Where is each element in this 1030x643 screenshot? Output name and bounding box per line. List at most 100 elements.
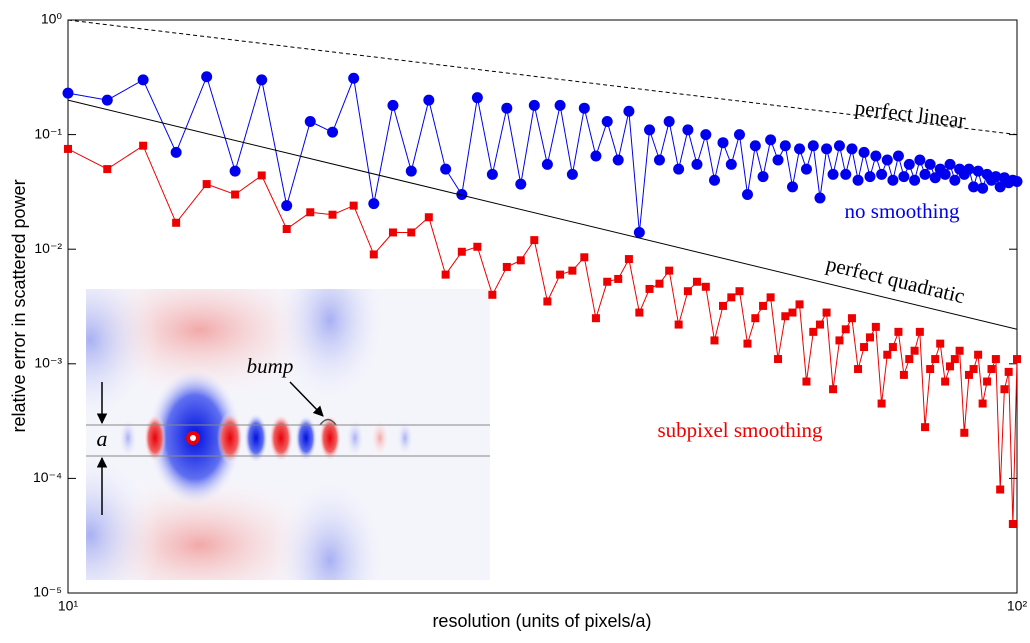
marker [939, 168, 951, 180]
marker [473, 242, 482, 251]
marker [892, 150, 904, 162]
marker [829, 385, 838, 394]
marker [424, 213, 433, 222]
marker [591, 314, 600, 323]
marker [201, 71, 213, 83]
marker [488, 290, 497, 299]
reference-line [67, 19, 1018, 136]
x-tick-label: 10² [1007, 598, 1028, 614]
marker [231, 190, 240, 199]
marker [718, 301, 727, 310]
y-tick-label: 10⁻³ [34, 355, 62, 371]
marker [1004, 367, 1013, 376]
marker [528, 99, 540, 111]
marker [682, 124, 694, 136]
marker [701, 282, 710, 291]
marker [663, 116, 675, 128]
marker [759, 301, 768, 310]
marker [348, 72, 360, 84]
marker [64, 144, 72, 153]
marker [554, 99, 566, 111]
marker [601, 116, 613, 128]
y-tick-label: 10⁻⁵ [33, 584, 62, 600]
marker [457, 247, 466, 256]
series-label: no smoothing [845, 199, 960, 223]
marker [407, 228, 416, 237]
marker [781, 312, 790, 321]
marker [612, 154, 624, 166]
marker [229, 165, 241, 177]
marker [854, 365, 863, 374]
marker [924, 158, 936, 170]
marker [1013, 355, 1021, 364]
marker [774, 355, 783, 364]
marker [960, 428, 969, 437]
marker [725, 158, 737, 170]
marker [62, 87, 74, 99]
marker [486, 168, 498, 180]
marker [898, 171, 910, 183]
marker [864, 171, 876, 183]
marker [692, 277, 701, 286]
marker [987, 365, 996, 374]
marker [915, 327, 924, 336]
marker [683, 287, 692, 296]
marker [766, 293, 775, 302]
marker [779, 140, 791, 152]
marker [727, 293, 736, 302]
marker [635, 308, 644, 317]
marker [710, 336, 719, 345]
marker [926, 365, 935, 374]
marker [821, 143, 833, 155]
marker [802, 377, 811, 386]
marker [883, 350, 892, 359]
marker [871, 322, 880, 331]
marker [741, 189, 753, 201]
marker [139, 141, 148, 150]
marker [944, 158, 956, 170]
marker [833, 140, 845, 152]
marker [994, 181, 1006, 193]
marker [881, 154, 893, 166]
marker [840, 168, 852, 180]
marker [955, 346, 964, 355]
x-axis-label: resolution (units of pixels/a) [432, 611, 651, 631]
marker [624, 255, 633, 264]
marker [633, 226, 645, 238]
a-label: a [97, 426, 108, 451]
marker [809, 327, 818, 336]
marker [1011, 175, 1023, 187]
marker [807, 140, 819, 152]
marker [691, 158, 703, 170]
marker [101, 94, 113, 106]
marker [921, 423, 930, 432]
marker [543, 297, 552, 306]
marker [578, 102, 590, 114]
marker [655, 279, 664, 288]
marker [800, 163, 812, 175]
marker [847, 314, 856, 323]
marker [568, 266, 577, 275]
marker [795, 300, 804, 309]
y-tick-label: 10⁻⁴ [33, 469, 62, 485]
marker [441, 270, 450, 279]
marker [614, 274, 623, 283]
marker [735, 287, 744, 296]
marker [899, 370, 908, 379]
marker [645, 284, 654, 293]
marker [941, 377, 950, 386]
y-tick-label: 10⁰ [41, 11, 63, 27]
marker [894, 327, 903, 336]
marker [876, 168, 888, 180]
marker [950, 355, 959, 364]
marker [387, 99, 399, 111]
marker [515, 178, 527, 190]
marker [717, 137, 729, 149]
marker [877, 399, 886, 408]
marker [757, 171, 769, 183]
marker [977, 182, 989, 194]
marker [516, 256, 525, 265]
marker [103, 165, 112, 174]
marker [788, 308, 797, 317]
